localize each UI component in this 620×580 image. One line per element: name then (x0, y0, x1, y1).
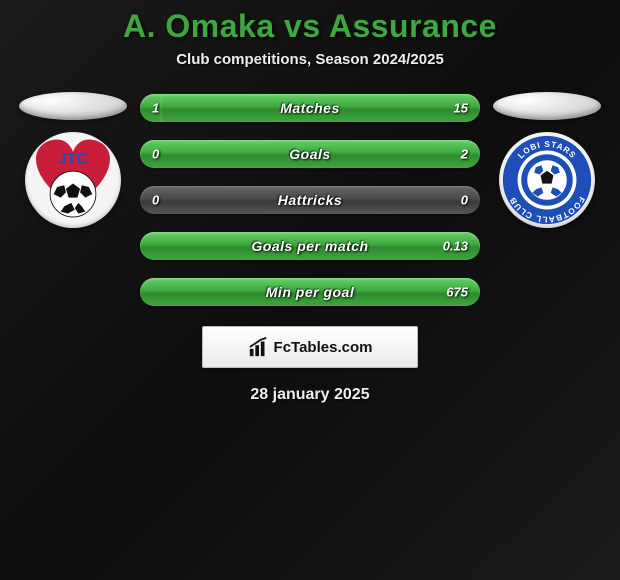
stat-row-goals: 0 Goals 2 (140, 140, 480, 168)
stat-row-goals-per-match: Goals per match 0.13 (140, 232, 480, 260)
stat-right-value: 15 (454, 101, 468, 116)
stat-label: Goals (289, 146, 330, 162)
bar-chart-icon (248, 336, 270, 358)
page-subtitle: Club competitions, Season 2024/2025 (0, 51, 620, 68)
stat-left-value: 0 (152, 193, 159, 208)
stat-bars: 1 Matches 15 0 Goals 2 0 Hattricks 0 Goals per ma… (140, 94, 480, 306)
date-text: 28 january 2025 (0, 386, 620, 404)
comparison-card: A. Omaka vs Assurance Club competitions,… (0, 0, 620, 412)
stat-row-matches: 1 Matches 15 (140, 94, 480, 122)
fctables-logo[interactable]: FcTables.com (202, 326, 418, 368)
right-column: LOBI STARS FOOTBALL CLUB (492, 92, 602, 228)
page-title: A. Omaka vs Assurance (0, 8, 620, 45)
fctables-text: FcTables.com (274, 339, 373, 356)
stat-right-value: 2 (461, 147, 468, 162)
stat-label: Goals per match (251, 238, 368, 254)
content-row: JTC 1 Matches 15 0 Goals 2 0 Hattricks 0 Goals pe… (0, 92, 620, 306)
svg-text:JTC: JTC (58, 151, 88, 168)
stat-label: Min per goal (266, 284, 354, 300)
stat-row-hattricks: 0 Hattricks 0 (140, 186, 480, 214)
stat-label: Hattricks (278, 192, 342, 208)
stat-right-value: 0.13 (443, 239, 468, 254)
stat-right-value: 0 (461, 193, 468, 208)
stat-row-min-per-goal: Min per goal 675 (140, 278, 480, 306)
left-club-svg: JTC (29, 136, 117, 224)
stat-label: Matches (280, 100, 340, 116)
right-name-oval (493, 92, 601, 120)
right-club-svg: LOBI STARS FOOTBALL CLUB (501, 134, 593, 226)
left-column: JTC (18, 92, 128, 228)
left-club-badge: JTC (25, 132, 121, 228)
right-club-badge: LOBI STARS FOOTBALL CLUB (499, 132, 595, 228)
stat-left-value: 1 (152, 101, 159, 116)
stat-right-value: 675 (446, 285, 468, 300)
stat-left-value: 0 (152, 147, 159, 162)
left-name-oval (19, 92, 127, 120)
